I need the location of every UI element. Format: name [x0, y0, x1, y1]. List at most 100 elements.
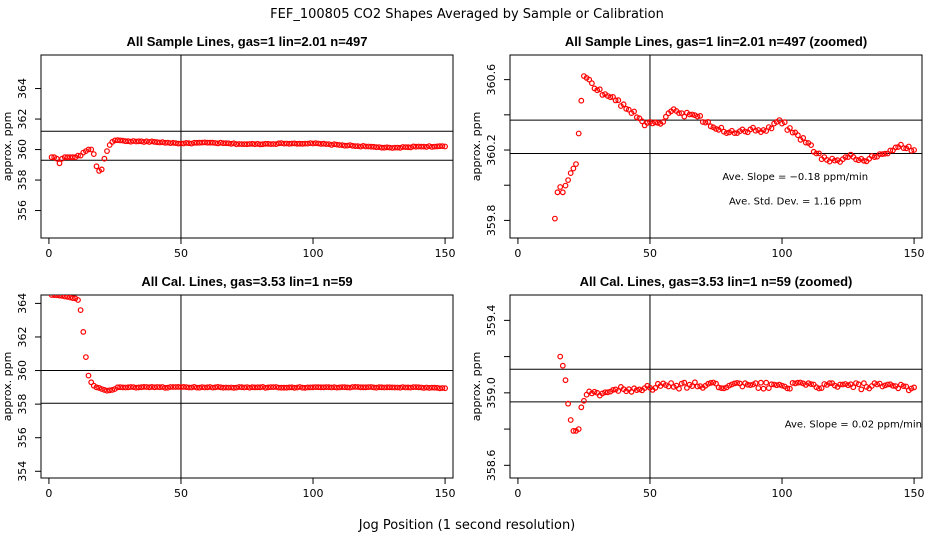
panel-1: All Sample Lines, gas=1 lin=2.01 n=497 0 5… — [1, 34, 456, 260]
data-point — [98, 386, 105, 392]
data-point — [713, 125, 719, 132]
data-point — [207, 139, 213, 146]
data-point — [214, 140, 221, 147]
data-point — [559, 189, 566, 196]
data-point — [148, 384, 155, 390]
data-point — [573, 161, 579, 168]
data-point — [689, 111, 696, 118]
data-point — [170, 384, 177, 390]
data-point — [890, 382, 896, 389]
data-point — [355, 384, 361, 390]
data-point — [384, 384, 390, 391]
data-point — [699, 119, 706, 125]
data-point — [170, 139, 177, 146]
data-point — [365, 384, 372, 391]
data-point — [283, 140, 290, 147]
data-point — [407, 384, 414, 391]
data-point — [876, 151, 883, 158]
data-point — [265, 140, 272, 147]
data-point — [315, 140, 322, 147]
data-point — [333, 384, 340, 391]
data-point — [681, 113, 688, 120]
y-tick-label: 364 — [16, 293, 29, 314]
data-point — [77, 307, 84, 314]
data-point — [575, 426, 582, 433]
data-point — [244, 384, 250, 391]
data-point — [262, 384, 269, 391]
data-point — [413, 143, 419, 150]
data-point — [405, 384, 412, 391]
data-point — [236, 141, 243, 147]
data-point — [752, 380, 759, 387]
data-point — [426, 143, 433, 150]
data-point — [320, 384, 327, 391]
data-point — [694, 113, 701, 120]
y-tick-label: 360 — [16, 360, 29, 381]
data-point — [159, 139, 166, 146]
data-point — [431, 384, 438, 391]
data-point — [763, 128, 770, 134]
data-point — [312, 384, 319, 391]
data-point — [702, 119, 709, 126]
data-point — [154, 384, 161, 390]
data-point — [731, 380, 738, 387]
data-point — [378, 384, 385, 391]
y-tick-label: 359.0 — [485, 377, 498, 409]
data-point — [156, 139, 163, 146]
data-point — [721, 385, 727, 392]
data-point — [278, 140, 285, 147]
data-point — [220, 140, 227, 147]
data-point — [326, 384, 332, 391]
data-point — [602, 389, 608, 396]
data-point — [707, 380, 714, 386]
data-point — [53, 295, 60, 299]
data-point — [370, 143, 377, 150]
data-point — [204, 139, 211, 146]
y-tick-label: 359.4 — [485, 305, 498, 337]
data-point — [75, 152, 81, 159]
data-point — [127, 138, 134, 145]
data-point — [718, 385, 725, 392]
data-point — [125, 138, 132, 145]
data-point — [797, 379, 804, 386]
data-point — [156, 384, 163, 391]
data-point — [662, 113, 669, 120]
data-point — [681, 379, 688, 386]
data-point — [436, 385, 443, 392]
y-tick-label: 360.2 — [485, 134, 498, 166]
data-point — [101, 387, 108, 393]
data-point — [188, 140, 195, 147]
data-point — [787, 385, 793, 392]
data-point — [310, 384, 316, 391]
data-point — [259, 141, 266, 148]
plot-frame — [40, 54, 454, 239]
data-point — [570, 165, 577, 172]
data-point — [816, 385, 822, 392]
data-point — [615, 97, 622, 104]
data-point — [93, 384, 100, 391]
data-point — [415, 143, 422, 150]
data-point — [368, 143, 375, 150]
data-point — [908, 147, 915, 154]
panel-2: All Sample Lines, gas=1 lin=2.01 n=497 (… — [470, 34, 925, 260]
data-point — [434, 384, 441, 391]
data-point — [349, 384, 356, 390]
data-point — [135, 384, 142, 391]
data-point — [911, 147, 917, 153]
data-point — [141, 384, 147, 390]
data-point — [294, 384, 301, 391]
data-point — [299, 140, 306, 147]
data-point — [887, 147, 894, 154]
data-point — [355, 143, 361, 150]
data-point — [879, 151, 886, 158]
data-point — [599, 390, 606, 397]
x-tick-label: 0 — [45, 247, 52, 260]
data-point — [167, 384, 174, 390]
data-point — [122, 384, 129, 391]
data-point — [307, 140, 314, 147]
data-point — [686, 111, 693, 118]
data-point — [381, 384, 388, 391]
x-tick-label: 150 — [435, 247, 456, 260]
data-point — [212, 140, 219, 146]
